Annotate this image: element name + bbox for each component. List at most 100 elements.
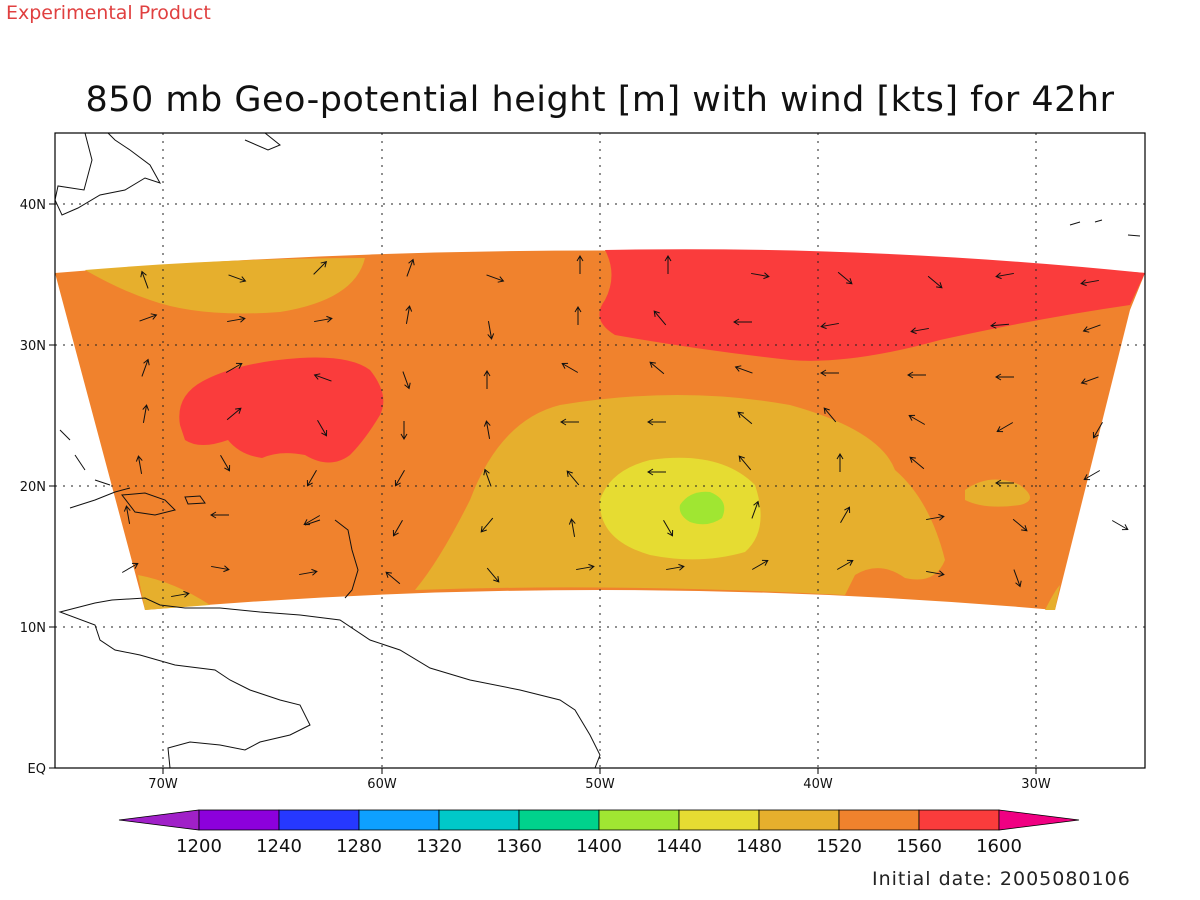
wind-arrow bbox=[317, 419, 328, 437]
wind-arrow bbox=[733, 318, 752, 326]
wind-arrow bbox=[306, 469, 317, 487]
wind-arrow bbox=[483, 468, 492, 487]
wind-arrow bbox=[926, 513, 945, 521]
colorbar-label: 1200 bbox=[176, 836, 222, 857]
coast-nova-scotia bbox=[244, 133, 281, 151]
wind-arrow bbox=[836, 559, 854, 570]
wind-arrow bbox=[1083, 470, 1101, 481]
wind-arrow bbox=[480, 517, 494, 533]
wind-arrow bbox=[487, 321, 495, 340]
coast-bahamas bbox=[59, 429, 111, 486]
wind-arrow bbox=[647, 468, 666, 476]
wind-arrow bbox=[394, 469, 405, 487]
wind-arrow bbox=[227, 315, 246, 323]
wind-arrow bbox=[836, 453, 844, 472]
map-title: 850 mb Geo-potential height [m] with win… bbox=[85, 80, 1115, 120]
wind-arrow bbox=[140, 270, 149, 289]
band-1520-east bbox=[965, 479, 1030, 507]
colorbar-label: 1600 bbox=[976, 836, 1022, 857]
wind-arrow bbox=[1080, 279, 1099, 287]
wind-arrow bbox=[568, 518, 576, 537]
wind-arrow bbox=[996, 422, 1014, 433]
wind-arrow bbox=[141, 358, 150, 377]
wind-arrow bbox=[1012, 518, 1028, 532]
wind-arrow bbox=[823, 407, 837, 423]
lon-label-50w: 50W bbox=[585, 777, 615, 792]
wind-arrow bbox=[995, 272, 1014, 280]
coast-north-america bbox=[55, 133, 162, 216]
band-1520-sw bbox=[138, 575, 210, 610]
wind-arrow bbox=[1080, 376, 1099, 385]
colorbar-label: 1560 bbox=[896, 836, 942, 857]
wind-arrow bbox=[910, 327, 929, 335]
grid-lines bbox=[55, 133, 1145, 768]
wind-arrow bbox=[908, 414, 926, 425]
colorbar-segment bbox=[758, 809, 840, 831]
wind-arrow bbox=[995, 479, 1014, 487]
wind-arrow bbox=[907, 371, 926, 379]
experimental-product-label: Experimental Product bbox=[6, 2, 211, 24]
wind-arrow bbox=[486, 567, 500, 583]
wind-arrow bbox=[405, 305, 413, 324]
height-contour-fill bbox=[55, 249, 1145, 610]
wind-arrow bbox=[837, 271, 853, 285]
wind-arrow bbox=[653, 310, 667, 326]
band-1440 bbox=[679, 491, 725, 525]
wind-arrow bbox=[576, 255, 584, 274]
wind-arrow bbox=[664, 255, 672, 274]
wind-vectors bbox=[121, 255, 1129, 598]
wind-arrow bbox=[737, 411, 753, 425]
colorbar-label: 1360 bbox=[496, 836, 542, 857]
colorbar-arrow-low bbox=[118, 809, 200, 831]
wind-arrow bbox=[400, 421, 408, 440]
wind-arrow bbox=[406, 258, 415, 277]
wind-arrow bbox=[566, 470, 580, 486]
lat-label-10n: 10N bbox=[20, 621, 46, 636]
wind-arrow bbox=[927, 275, 943, 289]
coast-azores bbox=[1069, 219, 1141, 237]
wind-arrow bbox=[299, 568, 318, 576]
wind-arrow bbox=[313, 373, 332, 382]
lon-label-30w: 30W bbox=[1021, 777, 1051, 792]
wind-arrow bbox=[820, 369, 839, 377]
colorbar-label: 1240 bbox=[256, 836, 302, 857]
colorbar-labels: 1200 1240 1280 1320 1360 1400 1440 1480 … bbox=[176, 836, 1022, 857]
wind-arrow bbox=[314, 315, 333, 323]
wind-arrow bbox=[1013, 569, 1022, 588]
band-1520-se bbox=[1045, 585, 1060, 610]
wind-arrow bbox=[574, 306, 582, 325]
wind-arrow bbox=[751, 500, 760, 519]
lat-label-30n: 30N bbox=[20, 339, 46, 354]
lon-label-70w: 70W bbox=[148, 777, 178, 792]
wind-arrow bbox=[840, 506, 851, 524]
colorbar-segment bbox=[198, 809, 280, 831]
wind-arrow bbox=[211, 565, 230, 573]
wind-arrow bbox=[402, 371, 411, 390]
wind-arrow bbox=[734, 365, 753, 374]
initial-date: Initial date: 2005080106 bbox=[872, 868, 1131, 890]
wind-arrow bbox=[663, 519, 674, 537]
colorbar-segment bbox=[438, 809, 520, 831]
wind-arrow bbox=[909, 456, 925, 470]
colorbar-segment bbox=[598, 809, 680, 831]
wind-arrow bbox=[220, 454, 231, 472]
band-1520-nw bbox=[85, 258, 365, 314]
wind-arrow bbox=[1111, 520, 1129, 531]
wind-arrow bbox=[123, 505, 131, 524]
wind-arrow bbox=[226, 407, 242, 421]
band-1600-ne bbox=[599, 249, 1145, 361]
wind-arrow bbox=[738, 455, 752, 471]
colorbar-segment bbox=[918, 809, 1000, 831]
colorbar-label: 1400 bbox=[576, 836, 622, 857]
coast-puerto-rico bbox=[184, 495, 206, 505]
axis-ticks bbox=[49, 203, 1037, 774]
colorbar-label: 1440 bbox=[656, 836, 702, 857]
wind-arrow bbox=[171, 590, 190, 598]
coast-hispaniola bbox=[121, 492, 176, 516]
coast-cuba bbox=[69, 487, 131, 509]
wind-arrow bbox=[303, 515, 321, 526]
wind-arrow bbox=[135, 455, 143, 474]
lat-label-40n: 40N bbox=[20, 198, 46, 213]
colorbar-label: 1320 bbox=[416, 836, 462, 857]
